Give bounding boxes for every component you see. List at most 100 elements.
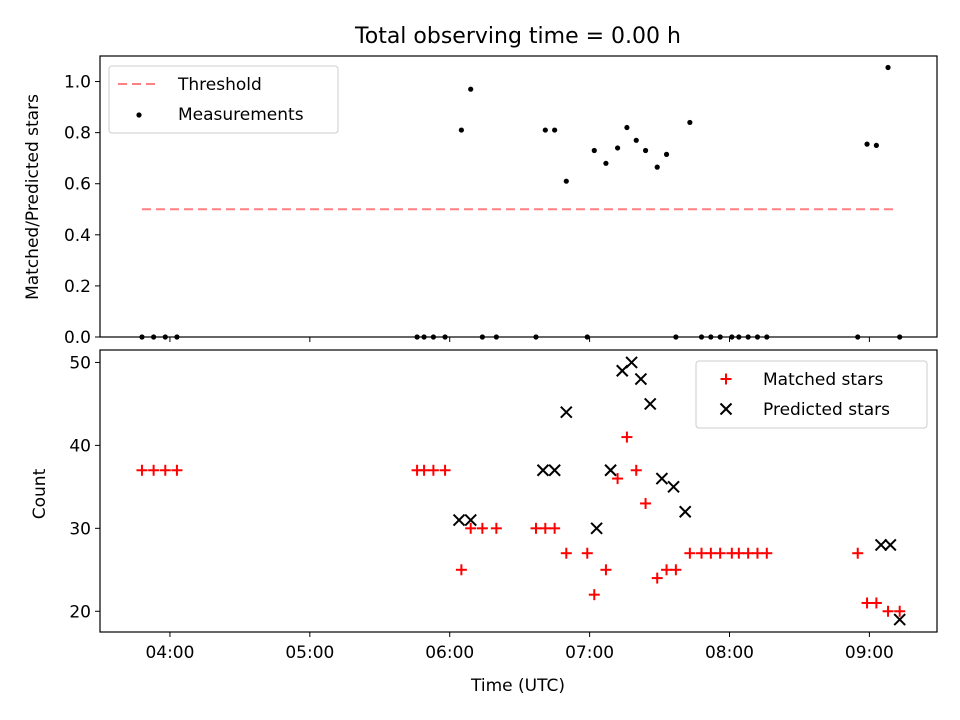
x-tick-label: 08:00 bbox=[705, 643, 754, 663]
bottom-legend: Matched stars Predicted stars bbox=[695, 360, 928, 429]
measurement-point bbox=[633, 137, 639, 143]
legend-predicted-swatch bbox=[719, 402, 733, 416]
matched-star-point bbox=[684, 547, 696, 559]
top-axes-frame bbox=[99, 55, 938, 338]
top-legend: Threshold Measurements bbox=[108, 65, 339, 134]
matched-star-point bbox=[894, 605, 906, 617]
matched-star-point bbox=[455, 564, 467, 576]
matched-star-point bbox=[761, 547, 773, 559]
predicted-star-point bbox=[644, 397, 657, 411]
y-tick-label: 0.8 bbox=[64, 124, 91, 144]
measurement-point bbox=[552, 127, 558, 133]
matched-star-point bbox=[600, 564, 612, 576]
measurement-point bbox=[624, 124, 630, 131]
measurement-point bbox=[458, 127, 464, 133]
matched-star-point bbox=[714, 547, 726, 559]
legend-box bbox=[695, 360, 928, 429]
y-tick-label: 1.0 bbox=[64, 73, 91, 93]
y-tick-label: 30 bbox=[69, 519, 91, 539]
predicted-star-point bbox=[667, 480, 680, 494]
matched-star-point bbox=[861, 597, 873, 609]
matched-star-point bbox=[427, 464, 439, 476]
y-tick-label: 0.6 bbox=[64, 175, 91, 195]
matched-star-point bbox=[530, 522, 542, 534]
predicted-star-point bbox=[536, 464, 550, 477]
matched-star-point bbox=[670, 564, 682, 576]
count-points bbox=[136, 356, 906, 626]
legend-measurements-label: Measurements bbox=[178, 105, 304, 125]
measurement-point bbox=[563, 178, 569, 184]
matched-star-point bbox=[852, 547, 864, 559]
count-panel: Count Time (UTC) 20 30 40 50 04:00 05:00 06:0… bbox=[30, 349, 938, 696]
matched-star-point bbox=[490, 522, 502, 534]
predicted-star-point bbox=[893, 613, 906, 626]
matched-star-point bbox=[418, 464, 430, 476]
legend-matched-swatch bbox=[720, 373, 732, 385]
x-tick-label: 09:00 bbox=[845, 643, 894, 663]
measurement-point bbox=[603, 160, 609, 166]
matched-star-point bbox=[612, 473, 624, 485]
y-tick-label: 0.2 bbox=[64, 277, 91, 297]
matched-star-point bbox=[581, 547, 593, 559]
measurement-point bbox=[654, 164, 660, 170]
matched-star-point bbox=[733, 547, 745, 559]
legend-measurements-swatch bbox=[136, 112, 142, 118]
predicted-star-point bbox=[655, 472, 669, 485]
matched-star-point bbox=[148, 464, 160, 476]
y-tick-label: 50 bbox=[69, 353, 91, 373]
predicted-star-point bbox=[884, 538, 897, 552]
matched-star-point bbox=[751, 547, 763, 559]
matched-star-point bbox=[171, 464, 183, 476]
measurement-point bbox=[885, 64, 891, 71]
bottom-axes-frame bbox=[99, 349, 938, 633]
y-tick-label: 40 bbox=[69, 436, 91, 456]
measurement-point bbox=[542, 127, 548, 133]
legend-matched-label: Matched stars bbox=[763, 370, 883, 390]
matched-star-point bbox=[476, 522, 488, 534]
bottom-y-axis-label: Count bbox=[30, 468, 50, 519]
matched-star-point bbox=[136, 464, 148, 476]
measurement-point bbox=[591, 147, 597, 154]
y-tick-label: 0.0 bbox=[64, 328, 91, 348]
matched-star-point bbox=[882, 605, 894, 617]
y-tick-label: 0.4 bbox=[64, 226, 91, 246]
predicted-star-point bbox=[604, 464, 617, 477]
matched-star-point bbox=[742, 547, 754, 559]
predicted-star-point bbox=[625, 356, 638, 369]
chart-title: Total observing time = 0.00 h bbox=[354, 24, 681, 49]
predicted-star-point bbox=[548, 464, 561, 477]
x-tick-label: 07:00 bbox=[565, 643, 614, 663]
top-y-ticks: 0.0 0.2 0.4 0.6 0.8 1.0 bbox=[64, 73, 100, 348]
measurement-point bbox=[468, 86, 474, 92]
x-axis-label: Time (UTC) bbox=[470, 676, 565, 696]
legend-threshold-label: Threshold bbox=[177, 75, 262, 95]
matched-star-point bbox=[560, 547, 572, 559]
matched-star-point bbox=[159, 464, 171, 476]
matched-star-point bbox=[465, 522, 477, 534]
matched-star-point bbox=[870, 597, 882, 609]
predicted-star-point bbox=[464, 513, 477, 527]
top-y-axis-label: Matched/Predicted stars bbox=[23, 94, 43, 300]
y-tick-label: 20 bbox=[69, 602, 91, 622]
matched-star-point bbox=[651, 572, 663, 584]
bottom-x-ticks: 04:00 05:00 06:00 07:00 08:00 09:00 bbox=[145, 632, 894, 663]
measurement-point bbox=[687, 119, 693, 126]
legend-predicted-label: Predicted stars bbox=[763, 400, 890, 420]
matched-star-point bbox=[705, 547, 717, 559]
measurement-point bbox=[864, 141, 870, 147]
ratio-panel: Total observing time = 0.00 h Matched/Pr… bbox=[23, 24, 938, 348]
matched-star-point bbox=[588, 589, 600, 601]
x-tick-label: 06:00 bbox=[425, 643, 474, 663]
predicted-star-point bbox=[678, 505, 692, 518]
legend-predicted-marker bbox=[719, 402, 733, 416]
matched-star-point bbox=[439, 464, 451, 476]
predicted-star-point bbox=[452, 513, 466, 527]
matched-star-point bbox=[630, 464, 642, 476]
x-tick-label: 04:00 bbox=[145, 643, 194, 663]
predicted-star-point bbox=[634, 372, 648, 386]
matched-star-point bbox=[696, 547, 708, 559]
matched-star-point bbox=[640, 497, 652, 509]
matched-star-point bbox=[621, 431, 633, 443]
matched-star-point bbox=[539, 522, 551, 534]
